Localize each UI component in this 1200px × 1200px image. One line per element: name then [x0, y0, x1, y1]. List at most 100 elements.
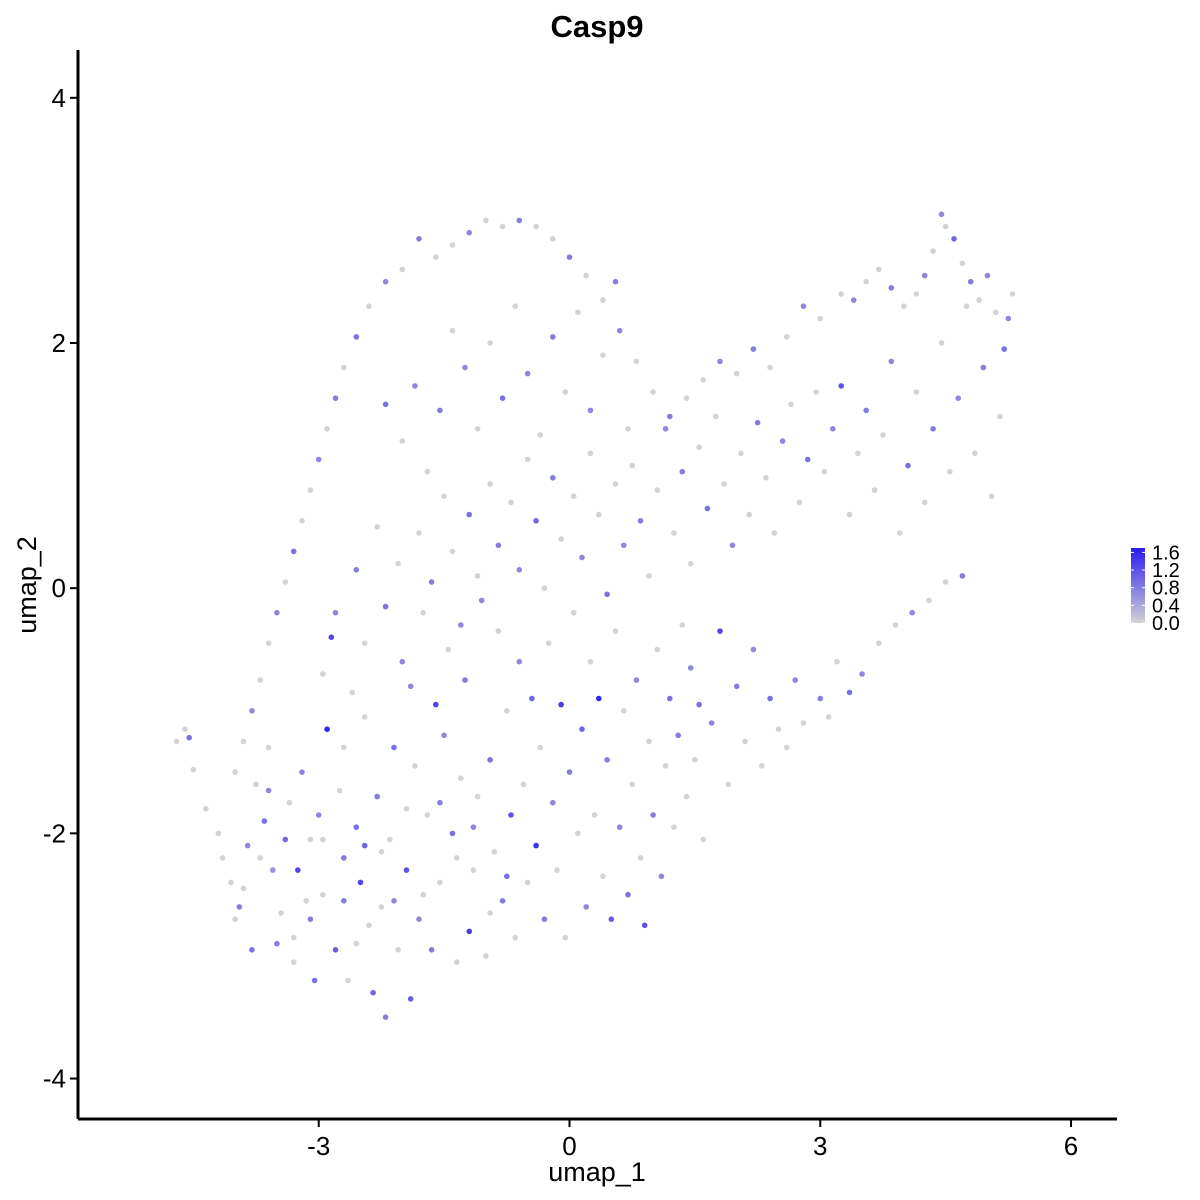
- cell-point: [784, 334, 790, 340]
- cell-point: [416, 530, 422, 536]
- cell-point: [332, 609, 339, 616]
- cell-point: [524, 456, 531, 463]
- y-tick-label: 4: [52, 83, 66, 113]
- cell-point: [667, 413, 673, 420]
- cell-point: [412, 383, 418, 389]
- colorbar-tick-label: 1.2: [1152, 560, 1180, 582]
- cell-point: [947, 468, 953, 475]
- cell-point: [253, 781, 259, 788]
- cell-point: [955, 395, 961, 402]
- cell-point: [332, 947, 339, 953]
- cell-point: [830, 426, 836, 432]
- cell-point: [796, 499, 803, 506]
- cell-point: [303, 898, 310, 904]
- cell-point: [921, 272, 928, 279]
- cell-point: [407, 996, 414, 1002]
- cell-point: [449, 327, 456, 334]
- cell-point: [600, 297, 606, 303]
- cell-point: [361, 842, 368, 849]
- cell-point: [700, 377, 706, 383]
- cell-point: [846, 511, 853, 518]
- cell-point: [738, 450, 744, 457]
- cell-point: [754, 419, 761, 426]
- cell-point: [437, 407, 443, 414]
- cell-point: [683, 793, 690, 800]
- y-tick-label: -4: [43, 1064, 66, 1094]
- cell-point: [700, 836, 706, 843]
- cell-point: [616, 824, 623, 830]
- cell-point: [779, 438, 786, 444]
- cell-point: [579, 554, 585, 561]
- cell-point: [984, 272, 991, 279]
- cell-point: [466, 229, 473, 236]
- y-axis-ticks: -4 -2 0 2 4: [43, 83, 78, 1094]
- cell-point: [596, 695, 602, 702]
- cell-point: [621, 542, 627, 549]
- cell-point: [487, 910, 493, 916]
- cell-point: [290, 959, 297, 965]
- cell-point: [186, 734, 192, 741]
- cell-point: [662, 763, 669, 769]
- cell-point: [403, 867, 410, 873]
- cell-point: [763, 475, 769, 481]
- cell-point: [470, 824, 477, 830]
- cell-point: [533, 223, 539, 230]
- cell-point: [437, 799, 443, 806]
- cell-point: [458, 775, 464, 781]
- cell-point: [470, 867, 477, 873]
- cell-point: [412, 763, 418, 769]
- cell-point: [696, 701, 702, 708]
- cell-point: [495, 542, 502, 549]
- cell-point: [395, 560, 401, 567]
- cell-point: [591, 812, 598, 818]
- cell-point: [888, 285, 895, 291]
- cell-point: [800, 303, 807, 310]
- cell-point: [462, 677, 468, 683]
- cell-point: [733, 370, 740, 377]
- cell-point: [921, 499, 928, 506]
- cell-point: [800, 720, 807, 726]
- cell-point: [416, 236, 422, 242]
- cell-point: [930, 248, 936, 254]
- cell-point: [474, 793, 481, 800]
- cell-point: [341, 744, 347, 751]
- cell-point: [424, 468, 431, 475]
- cell-point: [428, 947, 435, 953]
- cell-point: [512, 934, 518, 941]
- cell-point: [449, 548, 456, 555]
- cell-point: [361, 714, 368, 720]
- cell-point: [378, 849, 385, 855]
- cell-point: [545, 640, 552, 647]
- cell-point: [771, 530, 778, 536]
- cell-point: [721, 481, 727, 487]
- cell-point: [942, 579, 949, 585]
- cell-point: [938, 211, 945, 218]
- cell-point: [859, 671, 865, 677]
- cell-point: [671, 824, 677, 830]
- cell-point: [821, 468, 828, 475]
- cell-point: [374, 793, 381, 800]
- cell-point: [286, 799, 293, 806]
- cell-point: [608, 916, 615, 922]
- cell-point: [382, 278, 389, 285]
- cell-point: [541, 585, 548, 591]
- y-tick-label: 2: [52, 328, 66, 358]
- cell-point: [550, 236, 556, 242]
- y-tick-label: 0: [52, 573, 66, 603]
- cell-point: [746, 511, 752, 518]
- x-tick-label: -3: [307, 1131, 330, 1161]
- cell-point: [876, 266, 882, 273]
- cell-point: [650, 812, 656, 818]
- cell-point: [445, 646, 452, 653]
- cell-point: [913, 291, 920, 297]
- cell-point: [579, 726, 585, 732]
- cell-point: [182, 726, 188, 732]
- cell-point: [508, 499, 514, 506]
- cell-point: [290, 548, 297, 555]
- cell-point: [307, 836, 314, 843]
- cell-point: [871, 487, 878, 493]
- cell-point: [692, 757, 698, 763]
- cell-point: [767, 364, 773, 371]
- y-axis-title: umap_2: [12, 536, 42, 634]
- cell-point: [876, 640, 882, 647]
